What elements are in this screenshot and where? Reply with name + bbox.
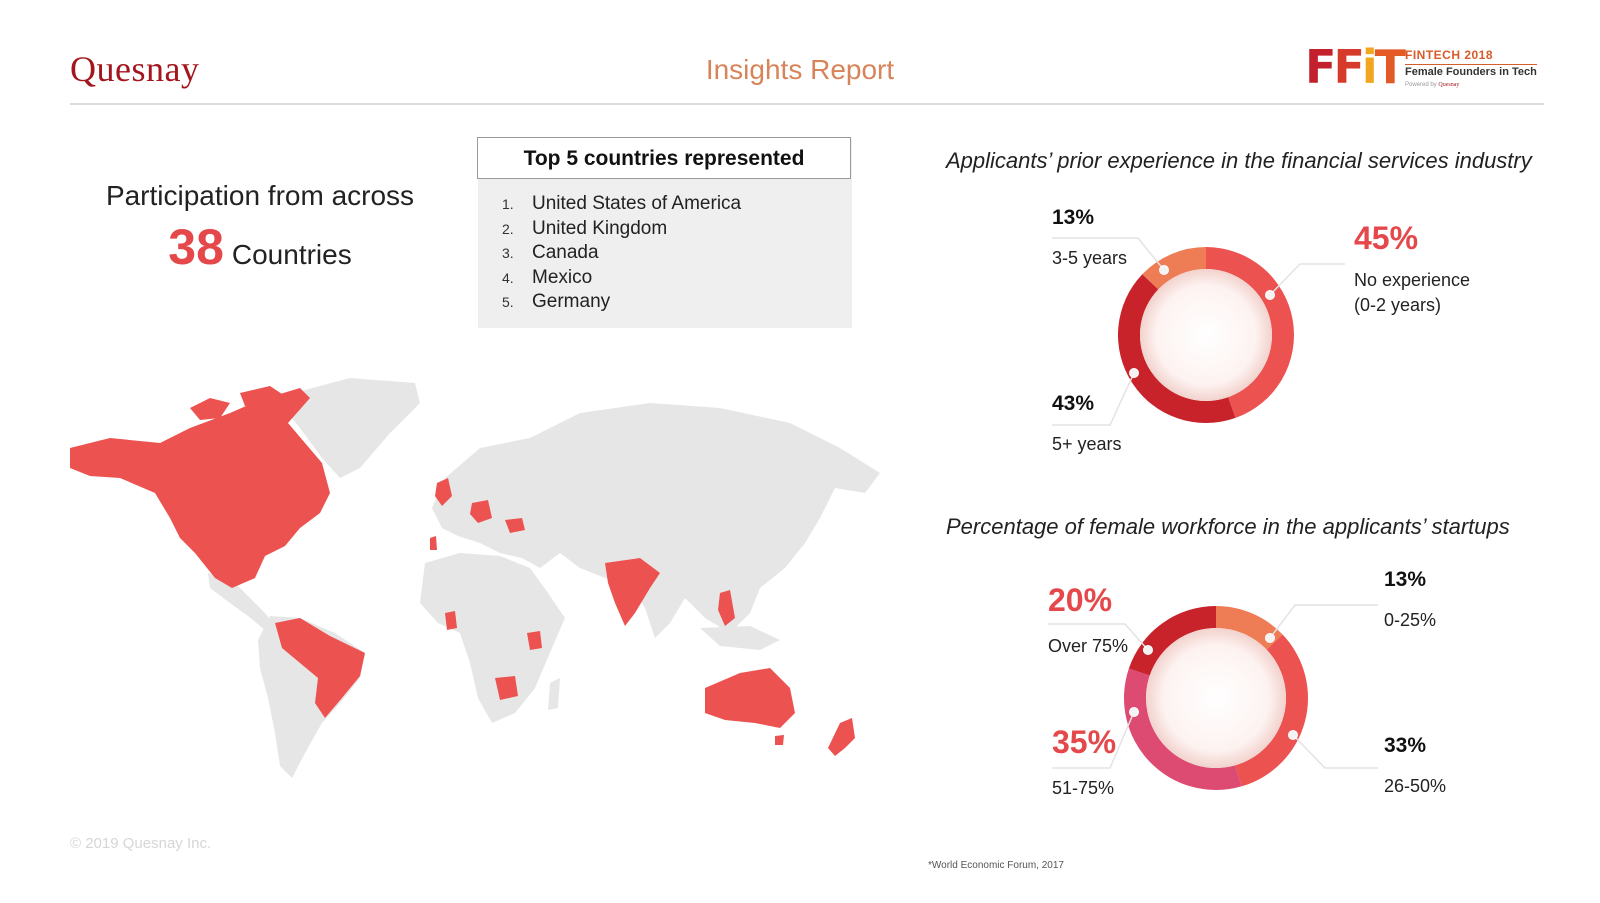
ffit-logo: F F i T FINTECH 2018 Female Founders in … xyxy=(1305,38,1545,94)
country-rank: 2. xyxy=(502,220,514,237)
leader-line xyxy=(1292,734,1378,769)
logo-mark-letter: F xyxy=(1305,40,1336,94)
country-name: Mexico xyxy=(532,266,593,288)
map-highlight xyxy=(70,386,855,756)
country-name: United Kingdom xyxy=(532,217,668,239)
country-item: 3. Canada xyxy=(502,241,741,266)
data-label-5-plus-years: 43% xyxy=(1052,392,1095,415)
country-rank: 5. xyxy=(502,294,514,310)
country-count: 38 Countries xyxy=(80,218,440,276)
leader-dot xyxy=(1143,645,1153,655)
top-countries-list: 1. United States of America 2. United King… xyxy=(502,192,741,315)
category-label-5-plus-years: 5+ years xyxy=(1052,434,1122,454)
data-label-over-75: 20% xyxy=(1048,582,1113,618)
country-item: 1. United States of America xyxy=(502,192,741,217)
country-item: 5. Germany xyxy=(502,290,741,315)
leader-dot xyxy=(1129,368,1139,378)
ffit-logo-mark: F F i T xyxy=(1305,38,1406,94)
country-name: Germany xyxy=(532,291,611,312)
donut-slice xyxy=(1124,668,1242,791)
logo-year-label: FINTECH 2018 xyxy=(1405,48,1494,62)
leader-dot xyxy=(1265,290,1275,300)
leader-line xyxy=(1269,604,1378,639)
donut-charts xyxy=(1048,237,1378,791)
logo-divider xyxy=(1405,64,1537,65)
category-label-26-50: 26-50% xyxy=(1384,776,1447,796)
leader-line xyxy=(1269,263,1345,296)
data-label-3-5-years: 13% xyxy=(1052,206,1095,229)
data-label-no-experience: 45% xyxy=(1354,220,1419,256)
leader-line xyxy=(1052,711,1135,769)
country-count-number: 38 xyxy=(168,219,224,275)
country-name: Canada xyxy=(532,242,599,263)
donut-slice xyxy=(1128,606,1216,676)
country-rank: 4. xyxy=(502,269,514,286)
leader-dot xyxy=(1265,633,1275,643)
country-item: 2. United Kingdom xyxy=(502,217,741,242)
logo-subtitle: Female Founders in Tech xyxy=(1405,66,1537,78)
brand-logo: Quesnay xyxy=(70,49,200,89)
logo-powered-prefix: Powered by xyxy=(1405,82,1437,88)
country-item: 4. Mexico xyxy=(502,266,741,291)
donut-hole xyxy=(1140,269,1272,401)
top-countries-panel: Top 5 countries represented 1. United Sta… xyxy=(477,137,852,328)
country-count-label: Countries xyxy=(231,239,352,270)
category-label-no-experience: No experience (0-2 years) xyxy=(1354,270,1471,315)
country-rank: 1. xyxy=(502,196,514,212)
donut-slice xyxy=(1235,634,1308,787)
leader-dot xyxy=(1159,265,1169,275)
country-rank: 3. xyxy=(502,245,514,261)
logo-mark-letter: T xyxy=(1374,40,1406,94)
page-title: Insights Report xyxy=(705,54,895,85)
donut-slice xyxy=(1118,274,1236,423)
logo-powered-brand: Quesnay xyxy=(1438,82,1460,88)
logo-mark-letter: i xyxy=(1361,40,1378,94)
data-label-51-75: 35% xyxy=(1052,724,1117,760)
category-label-51-75: 51-75% xyxy=(1052,778,1115,798)
world-map xyxy=(70,378,880,778)
logo-mark-letter: F xyxy=(1333,40,1364,94)
data-label-0-25: 13% xyxy=(1384,568,1427,591)
donut-slice xyxy=(1206,247,1294,418)
category-label-0-25: 0-25% xyxy=(1384,610,1437,630)
leader-line xyxy=(1052,237,1165,271)
logo-powered-by: Powered by Quesnay xyxy=(1405,82,1459,88)
leader-dot xyxy=(1288,730,1298,740)
donut-hole xyxy=(1146,628,1286,768)
top-countries-title: Top 5 countries represented xyxy=(477,137,851,179)
donut-slice xyxy=(1142,247,1206,290)
category-label-over-75: Over 75% xyxy=(1048,636,1129,656)
participation-heading: Participation from across xyxy=(105,180,415,211)
source-note: *World Economic Forum, 2017 xyxy=(928,860,1064,871)
header-divider xyxy=(70,103,1544,105)
country-name: United States of America xyxy=(532,193,742,214)
chart-title-experience: Applicants’ prior experience in the fina… xyxy=(946,148,1532,173)
category-label-3-5-years: 3-5 years xyxy=(1052,248,1128,268)
chart-title-workforce: Percentage of female workforce in the ap… xyxy=(946,514,1510,539)
leader-dot xyxy=(1129,707,1139,717)
leader-line xyxy=(1052,372,1135,426)
copyright: © 2019 Quesnay Inc. xyxy=(70,835,212,852)
data-label-26-50: 33% xyxy=(1384,734,1427,757)
leader-line xyxy=(1048,623,1149,651)
